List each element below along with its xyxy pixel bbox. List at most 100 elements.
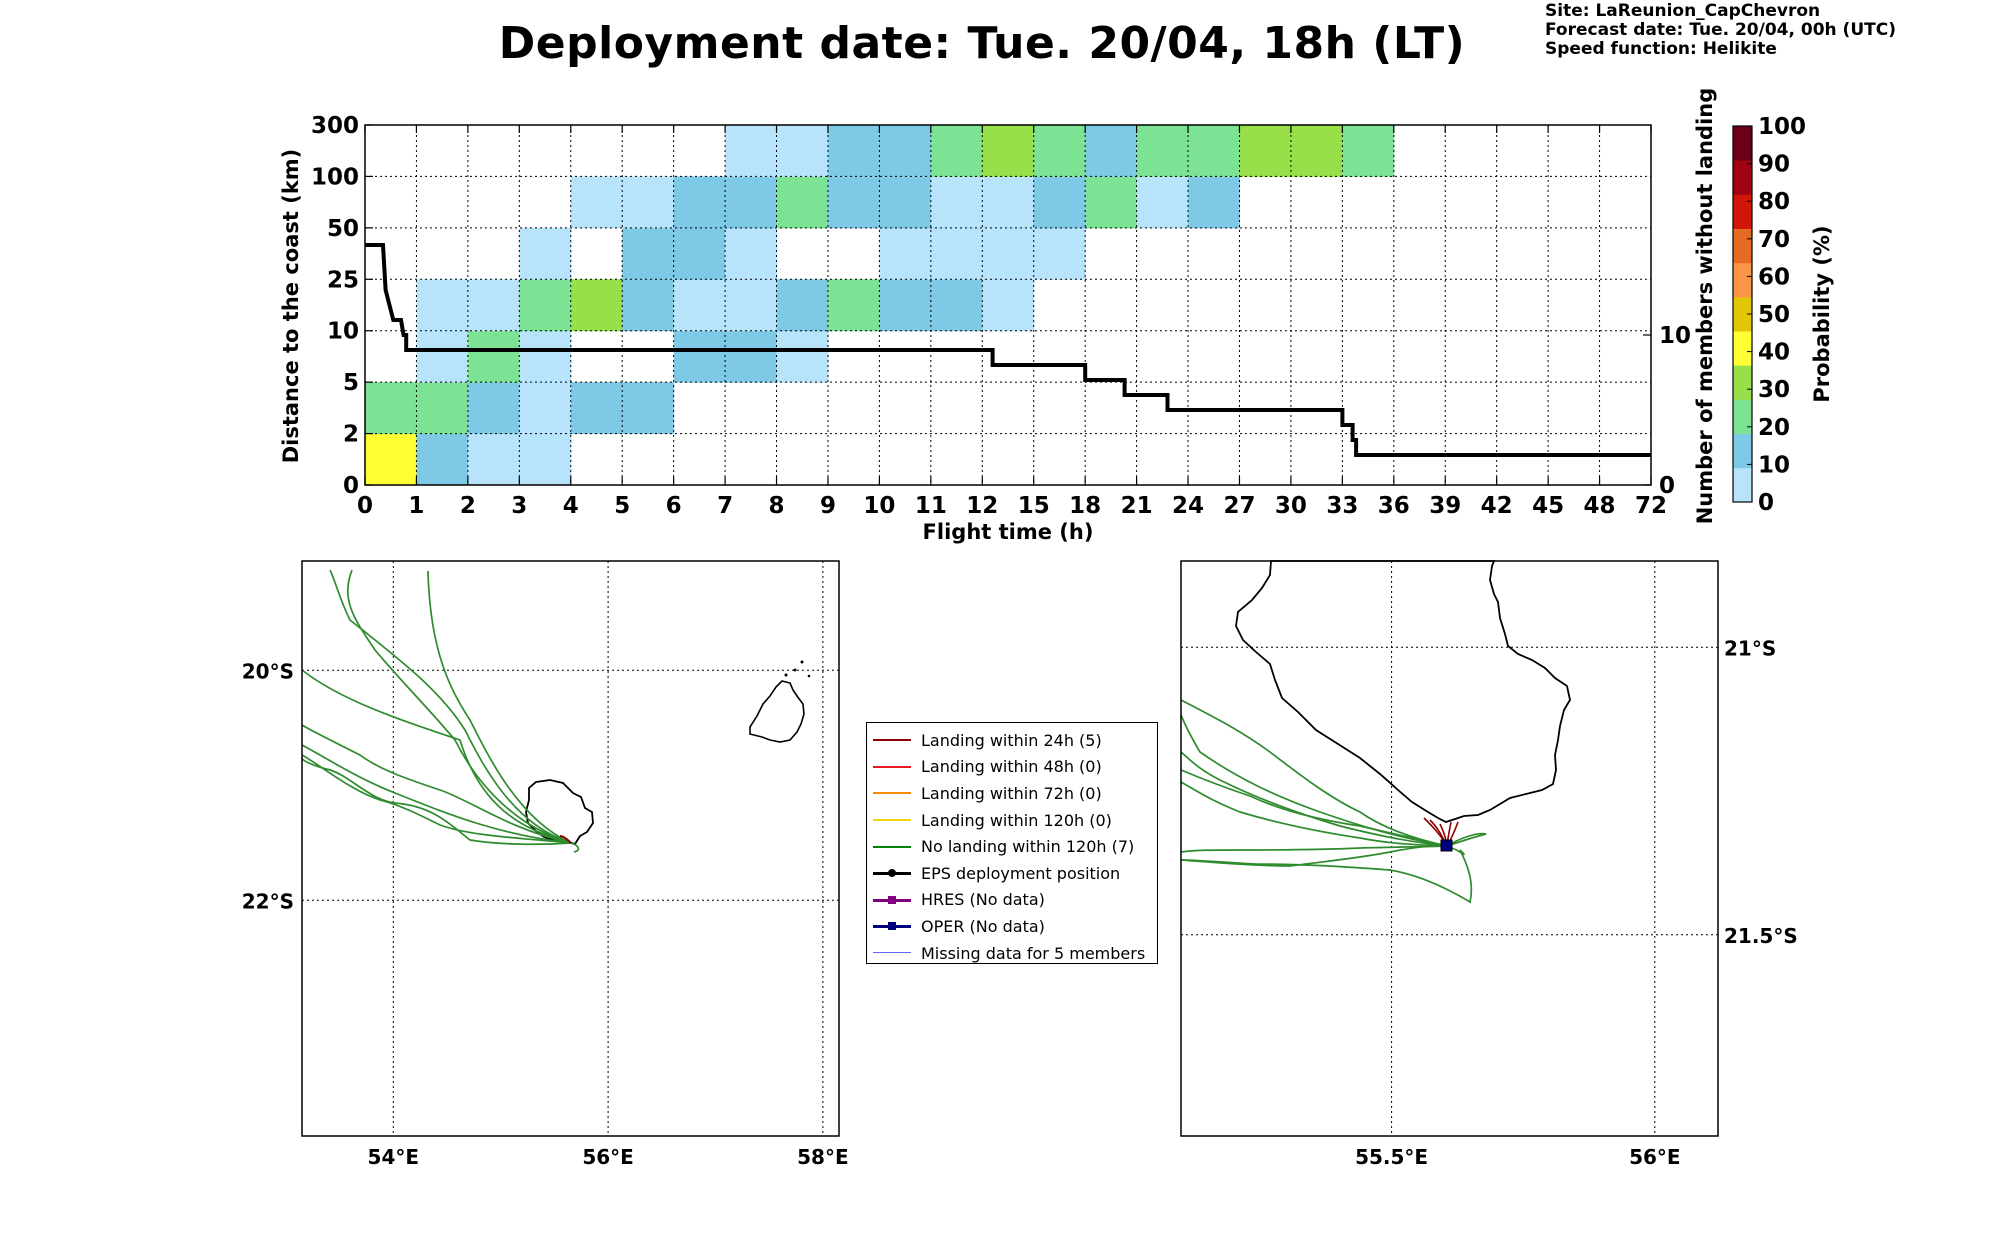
- heatmap-cell: [827, 279, 880, 332]
- x-tick-label: 24: [1172, 493, 1204, 519]
- trajectory-legend: Landing within 24h (5) Landing within 48h…: [866, 722, 1158, 964]
- trajectory: [1180, 845, 1473, 904]
- heatmap-cell: [519, 382, 572, 435]
- heatmap-cell: [982, 125, 1035, 177]
- heatmap-cell: [930, 125, 983, 177]
- legend-item: OPER (No data): [873, 913, 1157, 940]
- x-tick-label: 8: [769, 493, 785, 519]
- legend-label: HRES (No data): [921, 890, 1045, 910]
- heatmap-cell: [519, 330, 572, 383]
- colorbar-tick-label: 10: [1758, 452, 1790, 478]
- x-tick-label: 12: [966, 493, 998, 519]
- heatmap-cell: [982, 227, 1035, 280]
- legend-label: Landing within 120h (0): [921, 810, 1112, 830]
- y-tick-label: 100: [311, 164, 359, 190]
- heatmap-cell: [776, 330, 829, 383]
- heatmap-cell: [519, 279, 572, 332]
- legend-item: EPS deployment position: [873, 860, 1157, 887]
- y-tick-label: 5: [343, 370, 359, 396]
- x-tick-label: 45: [1532, 493, 1564, 519]
- y-tick-label: 50: [327, 216, 359, 242]
- x-tick-label: 15: [1018, 493, 1050, 519]
- x-tick-label: 21: [1121, 493, 1153, 519]
- colorbar-swatch: [1733, 296, 1752, 332]
- colorbar-swatch: [1733, 365, 1752, 400]
- heatmap-cell: [416, 433, 469, 486]
- heatmap-cell: [467, 279, 520, 332]
- legend-label: OPER (No data): [921, 916, 1045, 936]
- heatmap-cell: [1136, 125, 1189, 177]
- heatmap-cell: [879, 125, 932, 177]
- heatmap-cell: [467, 330, 520, 383]
- heatmap-cell: [622, 227, 675, 280]
- heatmap-cell: [776, 176, 829, 229]
- legend-item: Landing within 72h (0): [873, 780, 1157, 807]
- heatmap-cell: [673, 330, 726, 383]
- x-tick-label: 36: [1378, 493, 1410, 519]
- heatmap-cell: [725, 227, 778, 280]
- colorbar-swatch: [1733, 194, 1752, 229]
- colorbar-tick-label: 50: [1758, 302, 1790, 328]
- x-tick-label: 3: [511, 493, 527, 519]
- regional-trajectory-map: 54°E 56°E 58°E 20°S 22°S: [242, 560, 849, 1169]
- colorbar-tick-label: 100: [1758, 114, 1806, 140]
- colorbar-swatch: [1733, 160, 1752, 195]
- colorbar-tick-label: 0: [1758, 490, 1774, 516]
- heatmap-cell: [570, 382, 623, 435]
- trajectory: [1180, 699, 1448, 847]
- trajectory: [1180, 769, 1448, 847]
- legend-label: Landing within 48h (0): [921, 757, 1102, 777]
- colorbar-tick-label: 30: [1758, 377, 1790, 403]
- legend-label: Landing within 72h (0): [921, 783, 1102, 803]
- lon-tick-label: 58°E: [797, 1145, 849, 1169]
- legend-item: Landing within 48h (0): [873, 754, 1157, 781]
- lon-tick-label: 56°E: [1629, 1145, 1681, 1169]
- legend-item: Missing data for 5 members: [873, 940, 1157, 967]
- legend-label: No landing within 120h (7): [921, 837, 1135, 857]
- islet: [793, 668, 797, 672]
- lon-tick-label: 54°E: [368, 1145, 420, 1169]
- heatmap-cell: [673, 176, 726, 229]
- legend-label: Landing within 24h (5): [921, 730, 1102, 750]
- trajectory: [347, 569, 572, 844]
- colorbar-tick-label: 80: [1758, 189, 1790, 215]
- islet: [800, 660, 804, 664]
- y-tick-label: 0: [343, 473, 359, 499]
- heatmap-ticks: 0 1 2 3 4 5 6 7 8 9 10 11 12 15 18 21 24 27 30 33 36 39 42 45 48…: [311, 113, 1691, 519]
- forecast-metadata: Site: LaReunion_CapChevron Forecast date…: [1545, 2, 1896, 59]
- heatmap-cell: [1342, 125, 1395, 177]
- colorbar-tick-label: 70: [1758, 227, 1790, 253]
- heatmap-cell: [930, 227, 983, 280]
- y-tick-label: 25: [327, 267, 359, 293]
- heatmap-frame: [364, 124, 1652, 486]
- colorbar-tick-label: 40: [1758, 340, 1790, 366]
- heatmap-cell: [467, 433, 520, 486]
- local-trajectory-map: 55.5°E 56°E 21°S 21.5°S: [1180, 560, 1798, 1169]
- heatmap-cell: [725, 125, 778, 177]
- x-tick-label: 48: [1584, 493, 1616, 519]
- x-tick-label: 6: [666, 493, 682, 519]
- heatmap-cell: [879, 176, 932, 229]
- heatmap-cell: [467, 382, 520, 435]
- legend-item: HRES (No data): [873, 887, 1157, 914]
- lat-tick-label: 21.5°S: [1724, 924, 1798, 948]
- heatmap-cell: [1136, 176, 1189, 229]
- heatmap-cell: [930, 279, 983, 332]
- reunion-coastline-detail: [1235, 560, 1571, 823]
- colorbar-swatch: [1733, 467, 1752, 503]
- x-tick-label: 1: [408, 493, 424, 519]
- heatmap-cell: [519, 227, 572, 280]
- colorbar-swatch: [1733, 126, 1752, 161]
- x-tick-label: 72: [1635, 493, 1667, 519]
- lat-tick-label: 22°S: [242, 889, 294, 913]
- y-tick-label: 300: [311, 113, 359, 139]
- colorbar-tick-label: 90: [1758, 152, 1790, 178]
- y-axis-label: Distance to the coast (km): [279, 149, 303, 464]
- heatmap-cell: [622, 176, 675, 229]
- heatmap-cell: [1033, 227, 1086, 280]
- colorbar-label: Probability (%): [1810, 225, 1834, 402]
- heatmap-cell: [519, 433, 572, 486]
- x-tick-label: 0: [357, 493, 373, 519]
- heatmap-cell: [1290, 125, 1343, 177]
